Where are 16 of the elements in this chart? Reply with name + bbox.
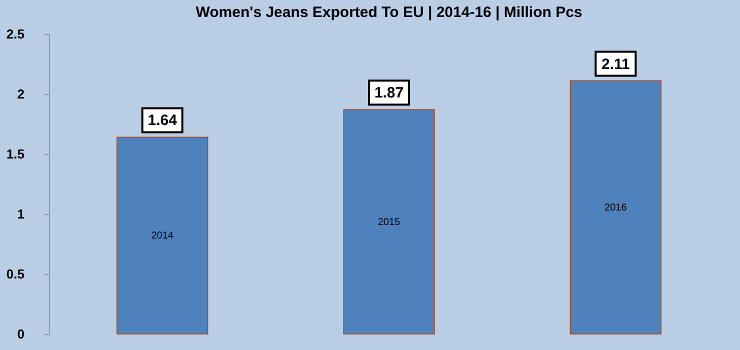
x-tick-label: 2015 — [378, 216, 401, 228]
x-tick-label: 2016 — [604, 202, 628, 214]
y-tick-label: 2 — [17, 86, 24, 102]
y-tick-label: 0.5 — [6, 266, 24, 282]
bar — [570, 80, 662, 334]
data-label: 1.87 — [374, 84, 404, 102]
y-tick-label: 1.5 — [6, 146, 24, 162]
y-tick-label: 0 — [17, 326, 24, 342]
data-label: 1.64 — [148, 112, 178, 130]
bar — [343, 109, 435, 334]
data-label: 2.11 — [601, 56, 630, 73]
x-tick-label: 2014 — [151, 230, 174, 242]
bar — [116, 136, 208, 334]
y-tick-label: 2.5 — [6, 26, 24, 42]
chart-title: Women's Jeans Exported To EU | 2014-16 | Million Pcs — [196, 4, 582, 21]
y-tick-label: 1 — [17, 206, 24, 222]
